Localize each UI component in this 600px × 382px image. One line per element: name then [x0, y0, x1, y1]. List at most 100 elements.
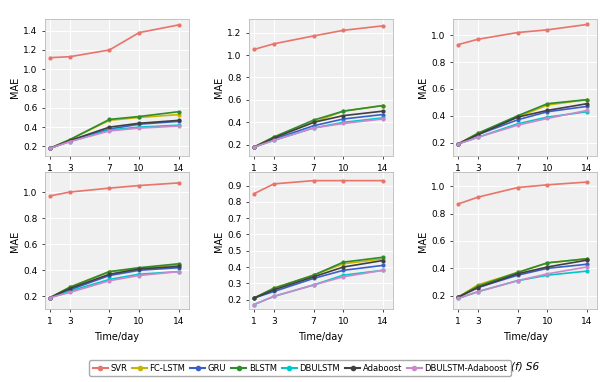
SVR	[106, 186, 113, 190]
Line: SVR: SVR	[253, 24, 385, 51]
FC-LSTM	[514, 115, 521, 120]
Text: (c) S3: (c) S3	[510, 208, 540, 218]
Adaboost	[379, 258, 386, 263]
Line: DBULSTM: DBULSTM	[49, 124, 180, 150]
Line: DBULSTM: DBULSTM	[253, 117, 385, 149]
SVR	[475, 195, 482, 199]
DBULSTM	[514, 121, 521, 126]
Line: DBULSTM: DBULSTM	[49, 270, 180, 299]
Text: (d) S4: (d) S4	[101, 361, 133, 371]
X-axis label: Time/day: Time/day	[299, 178, 343, 188]
BLSTM	[46, 146, 53, 151]
BLSTM	[271, 135, 278, 139]
GRU	[379, 263, 386, 268]
FC-LSTM	[475, 131, 482, 136]
DBULSTM	[475, 135, 482, 139]
GRU	[544, 266, 551, 270]
BLSTM	[310, 118, 317, 122]
SVR	[310, 34, 317, 38]
SVR	[106, 48, 113, 52]
FC-LSTM	[514, 270, 521, 275]
Adaboost	[475, 132, 482, 137]
Adaboost	[175, 118, 182, 123]
Adaboost	[544, 108, 551, 113]
Adaboost	[66, 286, 73, 291]
DBULSTM-Adaboost	[250, 302, 257, 307]
SVR	[514, 185, 521, 190]
DBULSTM	[455, 142, 462, 146]
DBULSTM-Adaboost	[544, 272, 551, 276]
BLSTM	[175, 262, 182, 266]
DBULSTM-Adaboost	[583, 108, 590, 113]
DBULSTM-Adaboost	[310, 126, 317, 130]
DBULSTM-Adaboost	[175, 124, 182, 128]
SVR	[175, 181, 182, 185]
BLSTM	[340, 260, 347, 264]
Line: SVR: SVR	[457, 181, 589, 206]
Adaboost	[455, 142, 462, 146]
SVR	[475, 37, 482, 42]
DBULSTM-Adaboost	[475, 289, 482, 294]
Adaboost	[340, 265, 347, 269]
GRU	[583, 262, 590, 267]
FC-LSTM	[340, 109, 347, 113]
SVR	[66, 54, 73, 59]
X-axis label: Time/day: Time/day	[503, 332, 548, 342]
Adaboost	[136, 121, 143, 126]
Line: FC-LSTM: FC-LSTM	[49, 113, 180, 150]
BLSTM	[475, 131, 482, 136]
X-axis label: Time/day: Time/day	[503, 178, 548, 188]
Adaboost	[583, 101, 590, 106]
DBULSTM	[514, 278, 521, 283]
SVR	[340, 178, 347, 183]
SVR	[46, 55, 53, 60]
DBULSTM	[106, 277, 113, 282]
Line: DBULSTM-Adaboost: DBULSTM-Adaboost	[457, 265, 589, 300]
Adaboost	[271, 288, 278, 292]
SVR	[455, 202, 462, 206]
Adaboost	[175, 264, 182, 269]
DBULSTM	[136, 125, 143, 129]
SVR	[514, 30, 521, 35]
SVR	[544, 28, 551, 32]
BLSTM	[46, 295, 53, 300]
Line: FC-LSTM: FC-LSTM	[457, 98, 589, 145]
BLSTM	[379, 255, 386, 259]
SVR	[379, 24, 386, 28]
DBULSTM	[175, 123, 182, 128]
Line: DBULSTM-Adaboost: DBULSTM-Adaboost	[49, 125, 180, 150]
Line: DBULSTM: DBULSTM	[457, 270, 589, 300]
DBULSTM-Adaboost	[544, 116, 551, 121]
Adaboost	[544, 265, 551, 269]
Line: Adaboost: Adaboost	[253, 259, 385, 299]
BLSTM	[455, 295, 462, 299]
DBULSTM	[271, 138, 278, 142]
DBULSTM-Adaboost	[66, 290, 73, 295]
Line: Adaboost: Adaboost	[253, 110, 385, 149]
SVR	[544, 183, 551, 187]
Line: DBULSTM-Adaboost: DBULSTM-Adaboost	[457, 109, 589, 145]
DBULSTM-Adaboost	[136, 273, 143, 278]
GRU	[455, 295, 462, 299]
FC-LSTM	[250, 145, 257, 149]
DBULSTM-Adaboost	[66, 139, 73, 144]
SVR	[379, 178, 386, 183]
DBULSTM-Adaboost	[46, 146, 53, 151]
Line: BLSTM: BLSTM	[457, 98, 589, 145]
BLSTM	[271, 286, 278, 291]
GRU	[271, 137, 278, 141]
SVR	[66, 190, 73, 194]
SVR	[310, 178, 317, 183]
DBULSTM	[475, 289, 482, 294]
DBULSTM	[46, 146, 53, 151]
GRU	[475, 132, 482, 137]
Y-axis label: MAE: MAE	[10, 77, 20, 98]
BLSTM	[175, 109, 182, 114]
Text: (f) S6: (f) S6	[511, 361, 539, 371]
Y-axis label: MAE: MAE	[418, 77, 428, 98]
SVR	[583, 180, 590, 185]
DBULSTM	[310, 126, 317, 130]
GRU	[136, 268, 143, 273]
DBULSTM-Adaboost	[175, 269, 182, 274]
SVR	[340, 28, 347, 32]
